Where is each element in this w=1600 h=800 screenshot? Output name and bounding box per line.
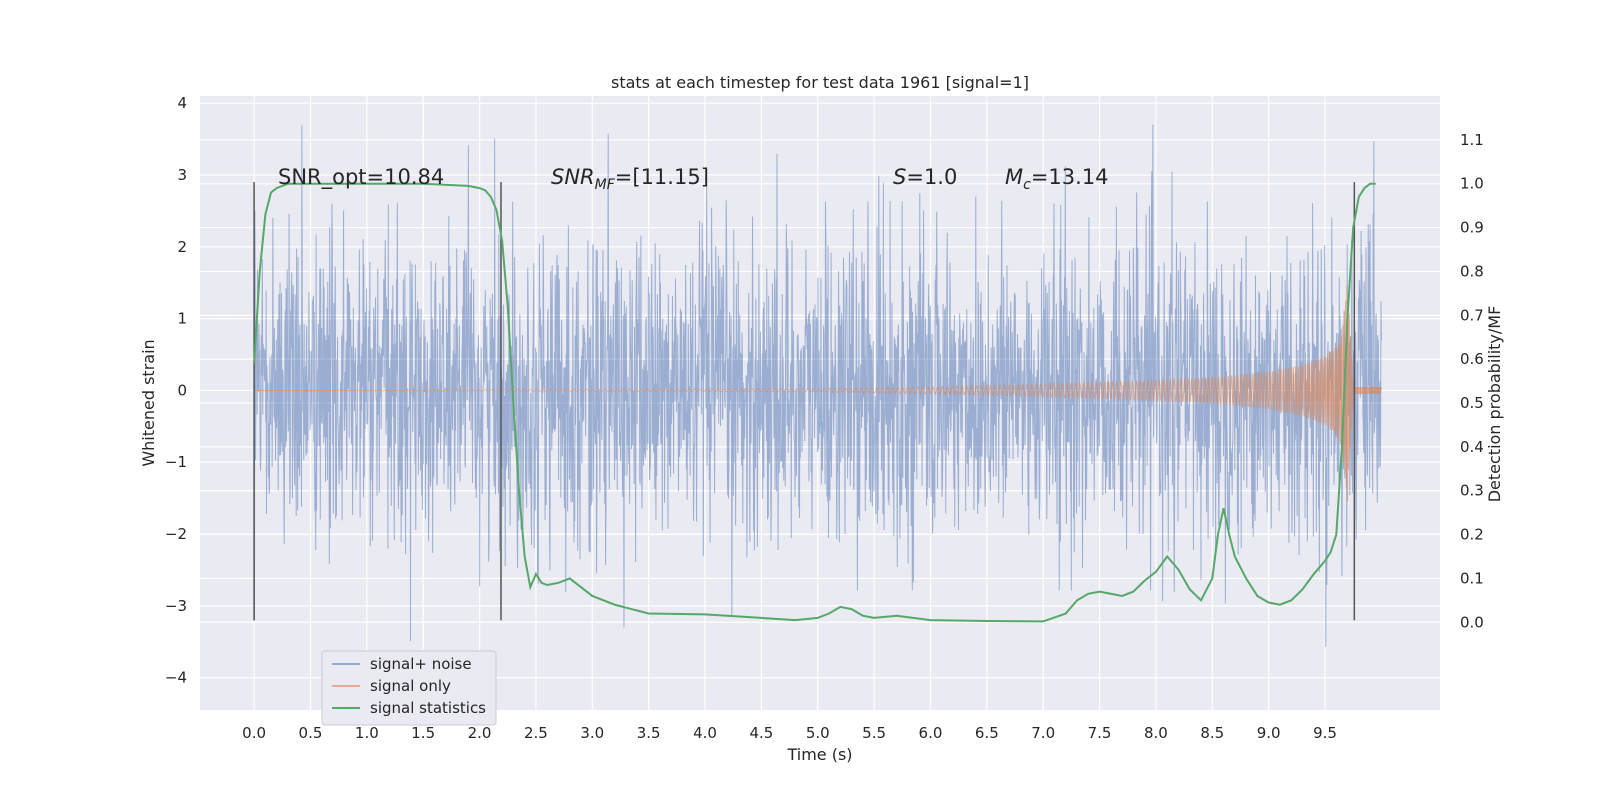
y2-axis-label: Detection probability/MF: [1485, 306, 1504, 503]
legend-label-stats: signal statistics: [370, 699, 486, 717]
mc-value: =13.14: [1031, 165, 1109, 189]
x-tick-label: 9.5: [1313, 724, 1337, 742]
signal-line: [254, 285, 1382, 502]
y2-tick-label: 0.9: [1460, 219, 1484, 237]
x-tick-label: 0.0: [242, 724, 266, 742]
x-tick-label: 7.0: [1031, 724, 1055, 742]
annotation-s: S=1.0: [893, 165, 957, 189]
y-tick-labels: 4 3 2 1 0 −1 −2 −3 −4: [165, 94, 187, 687]
x-tick-label: 3.0: [580, 724, 604, 742]
x-tick-label: 6.5: [975, 724, 999, 742]
y-tick-label: −3: [165, 597, 187, 615]
s-main: S: [893, 165, 906, 189]
x-tick-label: 5.0: [806, 724, 830, 742]
y2-tick-label: 1.1: [1460, 131, 1484, 149]
x-tick-label: 7.5: [1088, 724, 1112, 742]
snr-mf-value: =[11.15]: [615, 165, 709, 189]
y-axis-label: Whitened strain: [139, 339, 158, 466]
s-value: =1.0: [906, 165, 957, 189]
mc-main: M: [1005, 165, 1023, 189]
noise-series: [253, 124, 1382, 647]
legend: signal+ noise signal only signal statist…: [321, 650, 497, 726]
x-tick-label: 1.0: [355, 724, 379, 742]
mc-sub: c: [1023, 177, 1031, 193]
vertical-markers: [253, 182, 1356, 621]
x-tick-label: 8.5: [1200, 724, 1224, 742]
y2-tick-label: 0.3: [1460, 482, 1484, 500]
y2-tick-label: 0.0: [1460, 613, 1484, 631]
annotation-snr-opt: SNR_opt=10.84: [278, 165, 444, 190]
x-tick-label: 0.5: [299, 724, 323, 742]
x-tick-label: 2.0: [468, 724, 492, 742]
x-tick-label: 4.0: [693, 724, 717, 742]
snr-mf-main: SNR: [551, 165, 595, 189]
y2-tick-label: 0.2: [1460, 526, 1484, 544]
x-tick-labels: 0.0 0.5 1.0 1.5 2.0 2.5 3.0 3.5 4.0 4.5 5.0 5.5 6.0 6…: [242, 724, 1337, 742]
y2-tick-label: 0.8: [1460, 262, 1484, 280]
y2-tick-labels: 1.1 1.0 0.9 0.8 0.7 0.6 0.5 0.4 0.3 0.2 0.1 0.0: [1460, 131, 1484, 631]
y-tick-label: −4: [165, 669, 187, 687]
y2-tick-label: 1.0: [1460, 175, 1484, 193]
y2-tick-label: 0.7: [1460, 306, 1484, 324]
y-tick-label: −2: [165, 525, 187, 543]
snr-mf-sub: MF: [595, 177, 616, 193]
x-axis-label: Time (s): [786, 745, 852, 764]
x-tick-label: 5.5: [862, 724, 886, 742]
legend-label-signal: signal only: [370, 677, 451, 695]
y-tick-label: 1: [177, 310, 187, 328]
stats-line: [253, 182, 1376, 623]
y2-tick-label: 0.4: [1460, 438, 1484, 456]
x-tick-label: 2.5: [524, 724, 548, 742]
annotation-mc: Mc=13.14: [1005, 165, 1109, 193]
annotation-snr-mf: SNRMF=[11.15]: [551, 165, 709, 193]
y-tick-label: 3: [177, 166, 187, 184]
x-tick-label: 1.5: [411, 724, 435, 742]
x-tick-label: 4.5: [749, 724, 773, 742]
stats-series: [253, 182, 1376, 623]
y-tick-label: 0: [177, 381, 187, 399]
signal-series: [254, 285, 1382, 502]
legend-label-noise: signal+ noise: [370, 655, 472, 673]
y-tick-label: 2: [177, 238, 187, 256]
x-tick-label: 6.0: [919, 724, 943, 742]
legend-box: [321, 650, 497, 726]
chart-title: stats at each timestep for test data 196…: [611, 73, 1029, 92]
x-tick-label: 8.0: [1144, 724, 1168, 742]
y-tick-label: 4: [177, 94, 187, 112]
noise-line: [253, 124, 1382, 647]
y2-tick-label: 0.1: [1460, 569, 1484, 587]
y2-tick-label: 0.5: [1460, 394, 1484, 412]
x-tick-label: 9.0: [1257, 724, 1281, 742]
y2-tick-label: 0.6: [1460, 350, 1484, 368]
y-tick-label: −1: [165, 453, 187, 471]
x-tick-label: 3.5: [637, 724, 661, 742]
